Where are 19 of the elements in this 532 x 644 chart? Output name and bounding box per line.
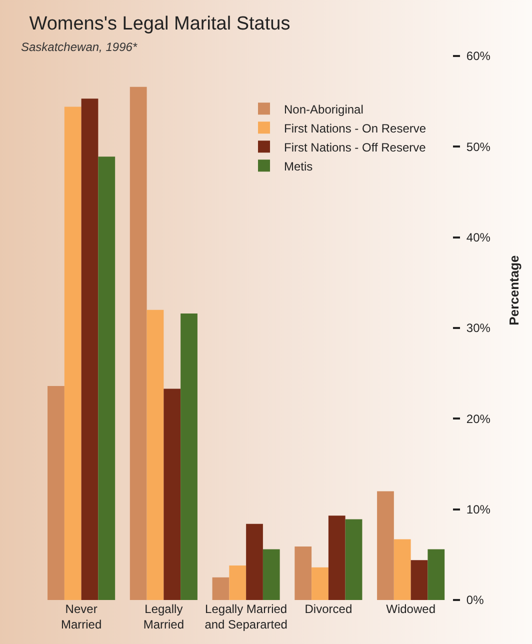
chart-title: Womens's Legal Marital Status — [29, 13, 290, 34]
y-tick-label: 40% — [466, 230, 491, 245]
x-tick-label: Widowed — [386, 602, 436, 616]
y-tick-label: 20% — [466, 412, 491, 426]
y-axis-title: Percentage — [506, 255, 522, 326]
x-tick-label: Legally Married and Separarted — [204, 602, 288, 632]
legend-label: Non-Aboriginal — [284, 102, 364, 116]
y-tick-label: 60% — [466, 49, 491, 64]
y-tick-label: 0% — [466, 593, 484, 608]
legend-label: First Nations - On Reserve — [284, 121, 426, 136]
x-tick-label: Never Married — [60, 602, 102, 632]
legend-label: Metis — [284, 159, 313, 174]
x-tick-label: Divorced — [304, 602, 352, 616]
y-tick-label: 10% — [466, 502, 491, 517]
legend-label: First Nations - Off Reserve — [284, 140, 426, 154]
x-tick-label: Legally Married — [143, 602, 184, 632]
y-tick-label: 30% — [466, 321, 491, 336]
chart-subtitle: Saskatchewan, 1996* — [21, 40, 138, 54]
y-tick-label: 50% — [466, 140, 491, 154]
